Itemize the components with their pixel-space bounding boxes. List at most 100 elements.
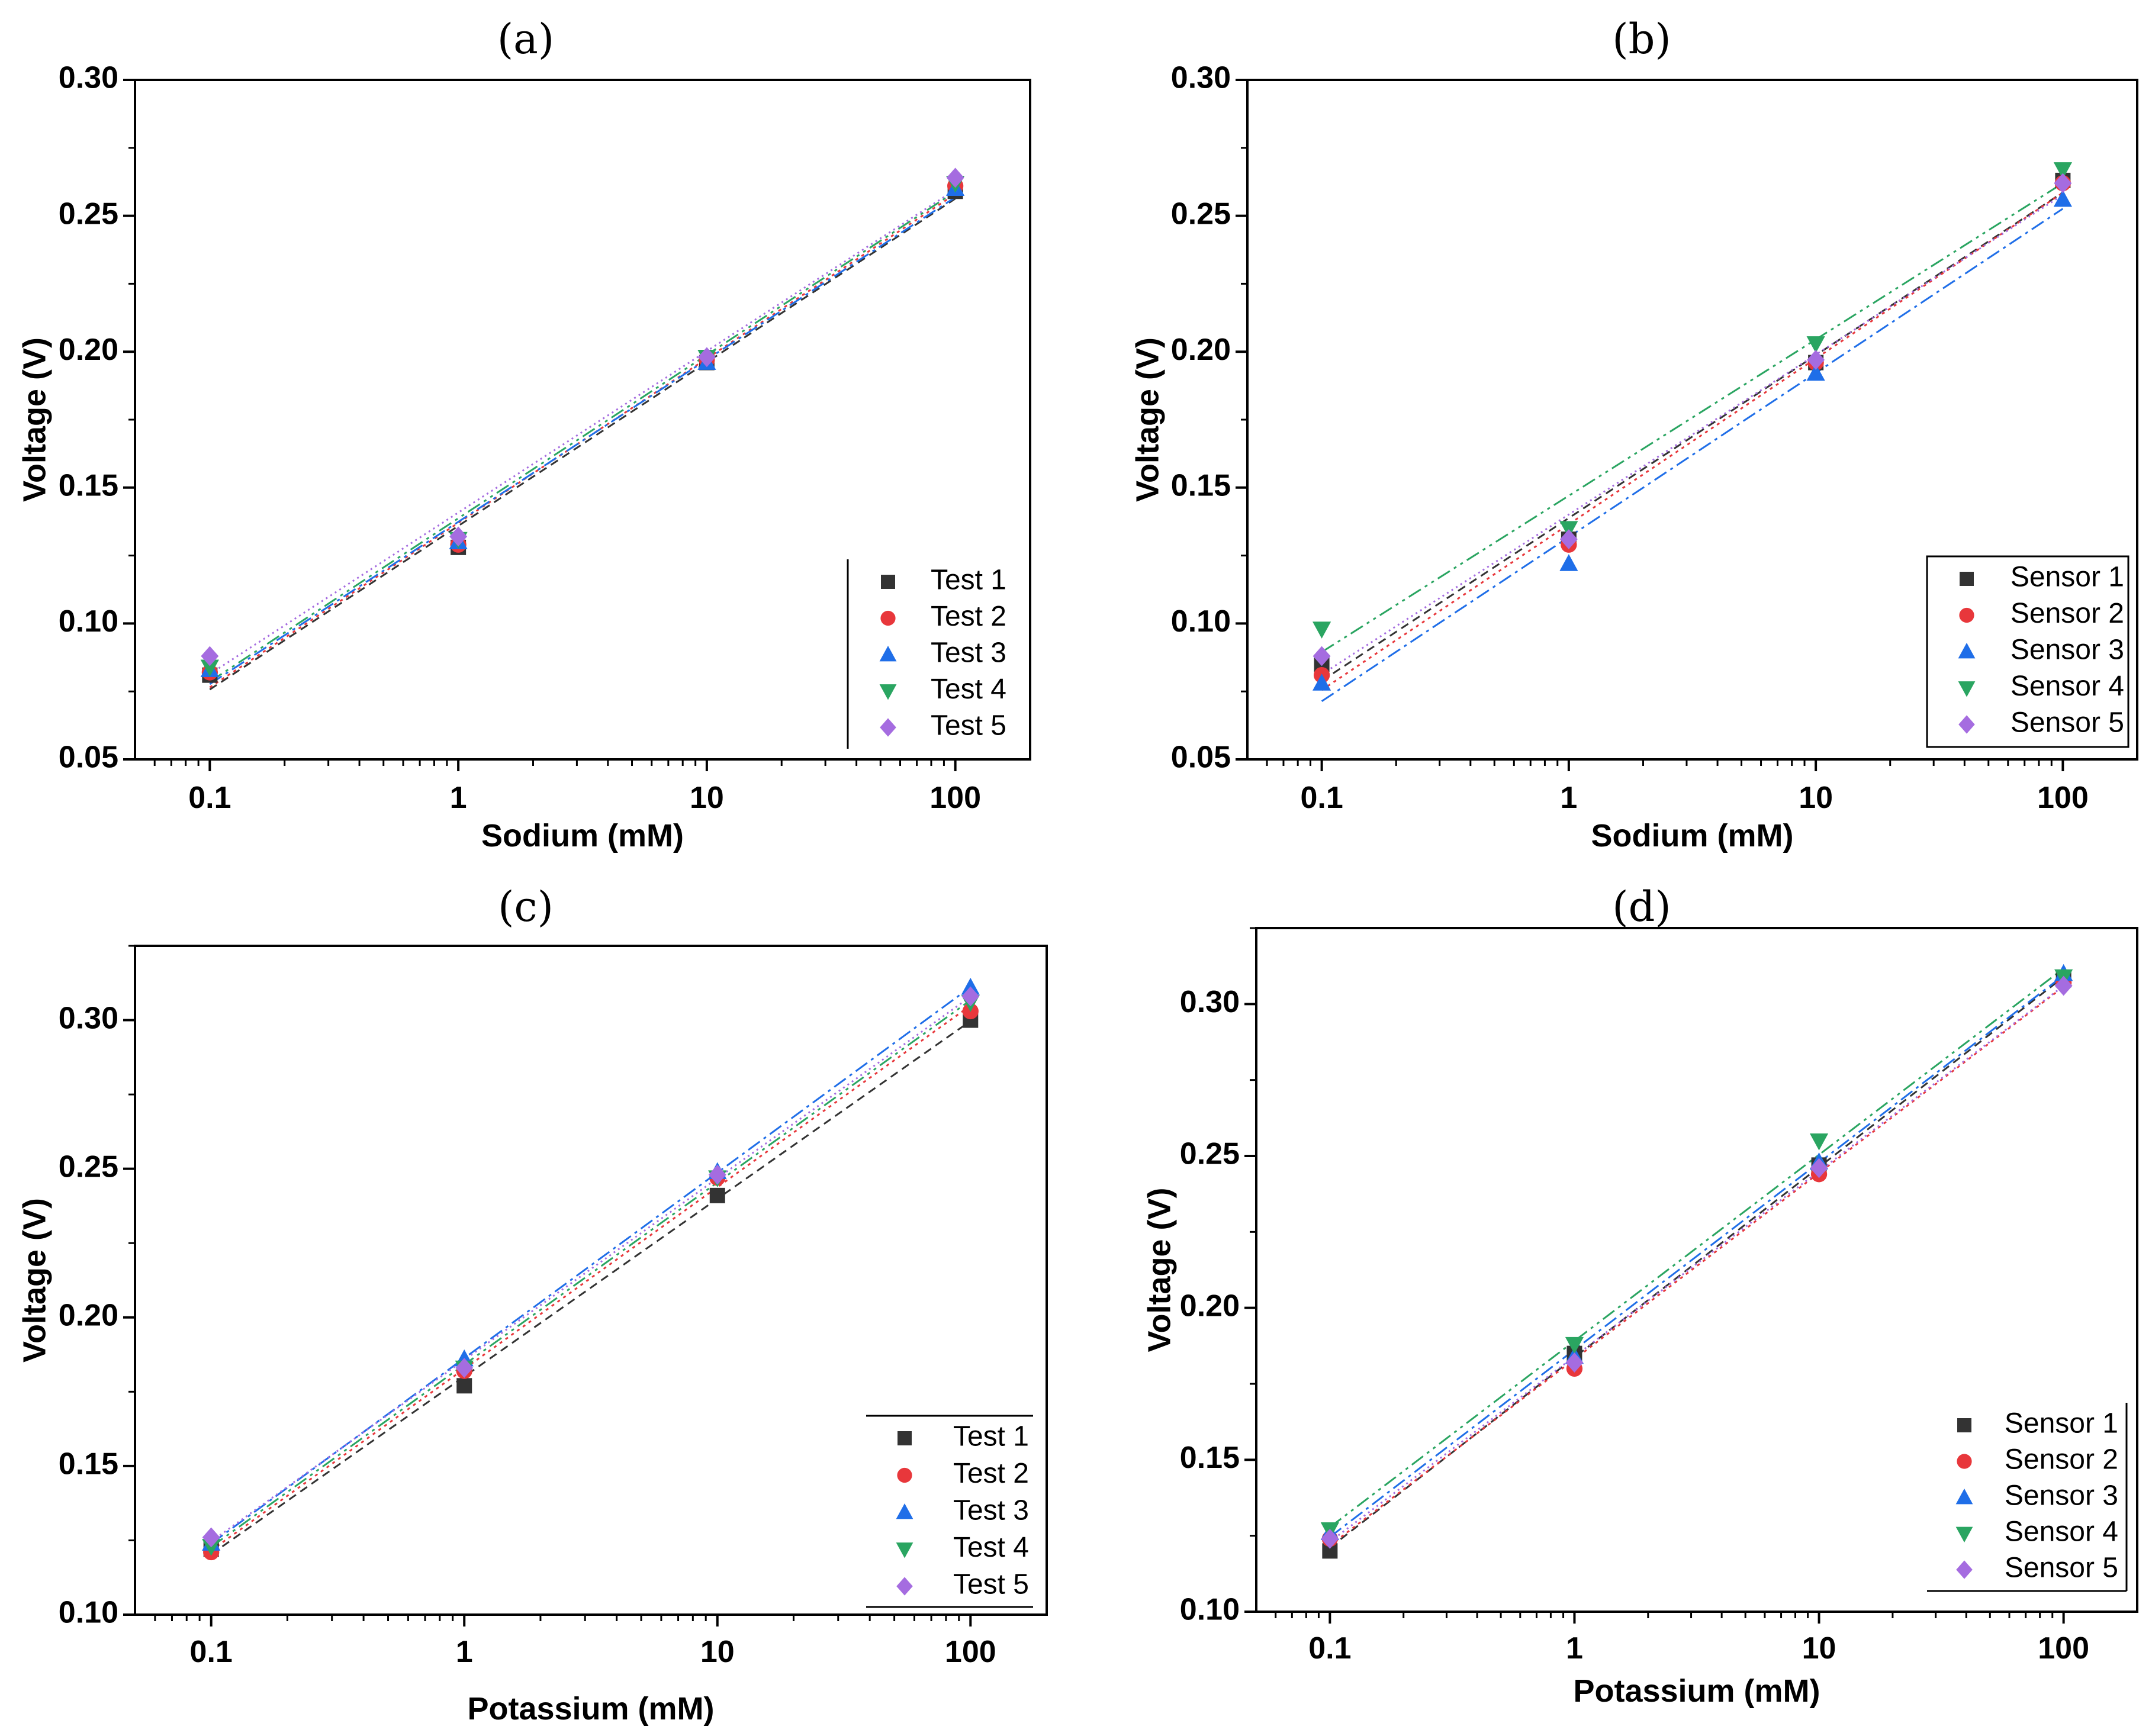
legend-marker (1957, 1454, 1972, 1469)
x-axis-title: Sodium (mM) (481, 818, 684, 853)
legend-marker (1958, 643, 1976, 659)
y-tick-label: 0.15 (59, 469, 118, 503)
y-axis-title: Voltage (V) (1130, 337, 1165, 502)
legend-marker (897, 1467, 912, 1483)
y-tick-label: 0.10 (1171, 604, 1231, 639)
legend-label: Test 5 (931, 710, 1006, 742)
series-fit-line (210, 996, 972, 1542)
series-fit-line (1321, 191, 2064, 682)
legend-label: Test 5 (953, 1569, 1029, 1600)
y-tick-label: 0.10 (59, 604, 118, 639)
series-fit-line (210, 1020, 972, 1555)
plot-frame (134, 945, 1048, 1616)
legend-marker (1955, 1489, 1973, 1505)
series-fit-line (210, 986, 972, 1545)
legend-label: Sensor 2 (2011, 598, 2124, 629)
y-tick-label: 0.05 (59, 740, 118, 775)
y-tick-label: 0.25 (59, 197, 118, 231)
plot-frame (1255, 927, 2138, 1613)
x-axis-title: Sodium (mM) (1591, 818, 1794, 853)
y-tick-label: 0.25 (1171, 197, 1231, 231)
data-point (697, 347, 716, 368)
x-tick-label: 0.1 (190, 1635, 233, 1669)
legend-label: Sensor 4 (2011, 671, 2124, 702)
legend-marker (1956, 1560, 1973, 1579)
data-point (1559, 529, 1578, 549)
legend-marker (896, 1503, 913, 1519)
legend-marker (880, 610, 896, 626)
plot-frame (1246, 79, 2138, 761)
chart-panel: (b) 0.1 1 10 100 0.05 0.10 0.15 0.20 0.25 0.30 Sodi… (1130, 15, 2138, 853)
y-axis-title: Voltage (V) (17, 337, 52, 502)
legend-label: Sensor 5 (2005, 1553, 2118, 1584)
y-tick-label: 0.20 (59, 1299, 118, 1333)
chart-panel: (a) 0.1 1 10 100 0.05 0.10 0.15 0.20 0.25 0.30 Sodi… (17, 15, 1031, 853)
data-point (1565, 1336, 1584, 1354)
data-point (456, 1378, 472, 1394)
x-tick-label: 1 (456, 1635, 473, 1669)
legend-label: Sensor 1 (2005, 1408, 2118, 1439)
data-point (709, 1187, 725, 1203)
x-tick-label: 10 (1802, 1631, 1836, 1666)
data-point (1321, 1528, 1339, 1549)
legend-label: Sensor 5 (2011, 707, 2124, 739)
panel-label: (d) (1612, 883, 1671, 931)
y-tick-label: 0.30 (59, 1001, 118, 1035)
data-point (2054, 975, 2073, 996)
x-tick-label: 10 (1799, 781, 1833, 815)
y-tick-label: 0.15 (1180, 1441, 1240, 1475)
x-tick-label: 100 (929, 781, 981, 815)
legend-label: Test 3 (953, 1495, 1029, 1526)
legend-marker (879, 646, 897, 662)
legend-marker (880, 718, 896, 737)
data-point (961, 986, 980, 1007)
series-fit-line (209, 191, 956, 682)
data-point (2054, 173, 2072, 194)
legend-label: Test 3 (931, 637, 1006, 669)
legend-marker (1959, 607, 1974, 623)
legend-label: Sensor 1 (2011, 562, 2124, 593)
panel-label: (b) (1612, 15, 1671, 63)
series-fit-line (1321, 192, 2064, 691)
legend: Sensor 1 Sensor 2 Sensor 3 Sensor 4 Sensor 5 (1926, 555, 2130, 748)
y-axis-title: Voltage (V) (1141, 1187, 1177, 1352)
data-point (1313, 621, 1331, 639)
data-point (1313, 674, 1331, 691)
x-tick-label: 0.1 (1308, 1631, 1351, 1666)
data-point (1806, 363, 1825, 381)
data-point (1565, 1352, 1584, 1373)
legend-label: Test 4 (931, 674, 1006, 705)
series-fit-line (1321, 194, 2064, 675)
legend-label: Sensor 2 (2005, 1444, 2118, 1476)
data-point (708, 1164, 726, 1185)
legend-label: Test 1 (953, 1421, 1029, 1452)
series-fit-line (1329, 985, 2064, 1543)
data-point (455, 1358, 474, 1379)
legend-frame (1926, 555, 2130, 748)
legend-marker (879, 684, 897, 700)
series-fit-line (1329, 974, 2064, 1538)
y-tick-label: 0.15 (1171, 469, 1231, 503)
y-tick-label: 0.10 (59, 1596, 118, 1630)
x-tick-label: 100 (2038, 1631, 2089, 1666)
series-fit-line (209, 197, 956, 685)
series-fit-line (1329, 985, 2064, 1547)
legend-label: Sensor 4 (2005, 1516, 2118, 1548)
legend-marker (896, 1542, 913, 1558)
x-tick-label: 0.1 (188, 781, 231, 815)
data-point (202, 1527, 220, 1548)
series-fit-line (210, 999, 972, 1548)
y-tick-label: 0.15 (59, 1447, 118, 1481)
x-tick-label: 100 (2037, 781, 2089, 815)
chart-panel: (c) 0.1 1 10 100 0.10 0.15 0.20 0.25 0.30 Potassiu… (17, 883, 1048, 1727)
x-tick-label: 1 (1566, 1631, 1583, 1666)
x-tick-label: 10 (700, 1635, 735, 1669)
legend-marker (1958, 715, 1975, 734)
y-tick-label: 0.20 (1180, 1289, 1240, 1323)
legend-marker (1957, 1418, 1971, 1432)
x-tick-label: 1 (1560, 781, 1577, 815)
data-point (961, 978, 980, 995)
legend-marker (1960, 572, 1974, 586)
data-point (200, 659, 219, 677)
